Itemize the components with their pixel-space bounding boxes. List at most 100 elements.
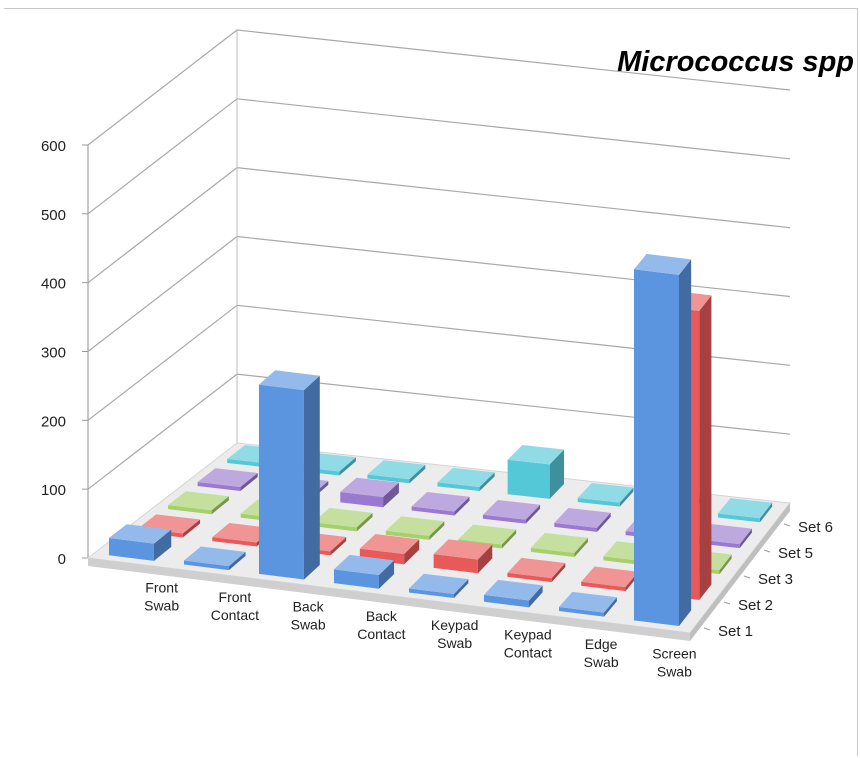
bar-top — [197, 468, 258, 487]
gridline — [87, 98, 791, 215]
bar-side — [429, 521, 445, 540]
bar-side — [211, 496, 229, 515]
bar-set-3-3 — [385, 516, 445, 540]
bar-front — [385, 530, 430, 540]
bar-side — [383, 482, 399, 508]
y-tick-label: 600 — [41, 138, 66, 155]
bar-side — [739, 528, 752, 549]
bar-set-1-5 — [483, 579, 543, 608]
bar-top — [385, 516, 445, 536]
bar-front — [482, 514, 526, 524]
bar-side — [477, 544, 493, 574]
category-label: Front Swab — [144, 580, 179, 614]
series-label: Set 5 — [778, 545, 813, 562]
bar-front — [530, 547, 575, 557]
bar-set-2-5 — [507, 557, 566, 583]
bar-set-3-2 — [313, 507, 373, 532]
bar-front — [313, 522, 357, 532]
bar-front — [554, 522, 598, 532]
gridline — [87, 29, 791, 146]
floor-right-edge — [690, 503, 790, 641]
series-tick — [763, 549, 771, 553]
series-tick — [783, 523, 791, 527]
bar-front — [558, 607, 604, 617]
bar-front — [227, 458, 270, 468]
y-tick-label: 500 — [41, 207, 66, 224]
bar-top — [530, 532, 588, 553]
chart-frame — [4, 8, 858, 756]
bar-front — [183, 560, 229, 571]
series-label: Set 6 — [798, 519, 833, 536]
bar-top — [554, 507, 611, 528]
bar-top — [411, 492, 470, 512]
y-tick-label: 200 — [41, 413, 66, 430]
bar-set-5-0 — [197, 468, 258, 491]
bar-set-5-5 — [554, 507, 611, 532]
bar-side — [549, 449, 565, 499]
bar-top — [313, 507, 373, 528]
category-label: Edge Swab — [584, 636, 619, 670]
bar-front — [633, 269, 679, 626]
bar-side — [453, 579, 469, 599]
y-tick-label: 300 — [41, 345, 66, 362]
bar-top — [581, 566, 639, 588]
bar-set-3-5 — [530, 532, 588, 557]
bar-top — [437, 467, 495, 488]
bar-top — [168, 491, 229, 511]
bar-set-6-5 — [577, 482, 634, 507]
bar-top — [717, 498, 773, 519]
series-tick — [723, 601, 731, 605]
bar-front — [333, 569, 379, 589]
category-label: Front Contact — [211, 589, 259, 623]
bar-side — [699, 295, 712, 601]
series-label: Set 3 — [758, 571, 793, 588]
bar-side — [404, 539, 420, 565]
bar-side — [525, 504, 541, 524]
bar-top — [458, 524, 517, 545]
bar-side — [330, 536, 347, 556]
bar-front — [581, 581, 626, 592]
category-label: Back Swab — [291, 598, 326, 632]
bar-set-1-6 — [558, 591, 617, 617]
bar-side — [597, 512, 611, 532]
y-tick-label: 100 — [41, 482, 66, 499]
bar-set-3-0 — [168, 491, 229, 515]
bar-side — [378, 560, 395, 589]
bar-side — [501, 529, 517, 549]
chart-title: Micrococcus spp — [617, 46, 854, 78]
bar-top — [408, 573, 469, 595]
bar-side — [356, 512, 373, 532]
category-label: Back Contact — [357, 608, 405, 642]
bar-front — [437, 482, 480, 492]
floor-front-edge — [88, 558, 690, 641]
bar-side — [228, 551, 246, 571]
bar-top — [633, 253, 692, 275]
bar-set-5-2 — [340, 477, 399, 508]
bar-front — [340, 492, 384, 508]
series-label: Set 1 — [718, 623, 753, 640]
bar-set-1-7 — [633, 253, 692, 626]
bar-set-1-3 — [333, 554, 395, 589]
bar-set-1-1 — [183, 546, 246, 571]
bar-front — [411, 506, 455, 516]
bar-top — [482, 499, 541, 520]
bar-set-1-4 — [408, 573, 469, 599]
category-label: Screen Swab — [652, 645, 696, 679]
bar-side — [303, 375, 320, 580]
bar-side — [454, 496, 470, 516]
bar-front — [197, 482, 241, 491]
bar-front — [108, 538, 154, 561]
bar-side — [479, 472, 495, 492]
bar-side — [182, 519, 201, 538]
bar-side — [678, 259, 692, 626]
bar-set-6-4 — [507, 444, 565, 499]
series-label: Set 2 — [738, 597, 773, 614]
bar-front — [717, 513, 760, 523]
y-tick-label: 0 — [58, 551, 66, 568]
bar-top — [577, 482, 634, 503]
bar-front — [483, 594, 529, 608]
bar-front — [408, 588, 454, 599]
bar-side — [153, 529, 172, 561]
y-tick-label: 400 — [41, 276, 66, 293]
